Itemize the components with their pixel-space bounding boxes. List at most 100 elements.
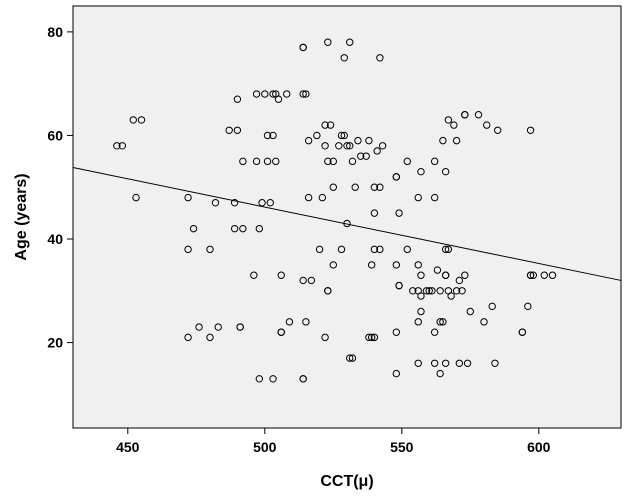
data-point (441, 359, 450, 367)
data-point (335, 142, 343, 150)
data-point (299, 43, 307, 52)
data-point (365, 136, 373, 145)
data-point (403, 245, 411, 254)
data-point (277, 271, 285, 279)
data-point (299, 375, 307, 383)
data-point (206, 333, 214, 342)
data-point (329, 183, 337, 191)
data-point (326, 121, 335, 129)
data-point (370, 209, 379, 217)
data-point (184, 245, 192, 254)
data-point (395, 281, 403, 290)
data-point (447, 292, 455, 300)
data-point (392, 328, 401, 336)
data-point (444, 245, 453, 254)
data-point (225, 126, 233, 134)
data-point (233, 126, 242, 134)
data-point (466, 307, 474, 316)
fit-line-layer (72, 167, 622, 281)
data-point (436, 369, 444, 378)
data-point (239, 224, 247, 233)
data-point (430, 328, 439, 336)
data-point (195, 323, 203, 331)
data-point (261, 90, 269, 98)
axes: 450 500 550 600 20 40 60 80 (47, 24, 550, 455)
plot-area (72, 5, 622, 429)
data-point (439, 136, 447, 145)
data-point (302, 90, 310, 98)
data-point (461, 271, 469, 279)
data-point (414, 261, 422, 269)
data-point (455, 276, 464, 285)
data-point (318, 193, 327, 202)
data-point (494, 126, 502, 134)
data-point (458, 287, 466, 295)
data-point (526, 271, 535, 279)
data-point (214, 323, 222, 331)
data-point (321, 333, 329, 342)
data-point (444, 116, 453, 124)
data-point (315, 245, 324, 254)
data-point (230, 224, 239, 233)
y-tick-label: 40 (47, 231, 63, 247)
data-point (417, 292, 425, 300)
data-point (343, 219, 351, 228)
data-point (370, 183, 379, 191)
data-point (417, 167, 425, 176)
data-point (417, 307, 425, 316)
data-point (189, 224, 198, 233)
data-point (491, 359, 499, 367)
data-point (255, 375, 264, 383)
data-point (113, 142, 121, 150)
data-point (529, 271, 538, 279)
data-point (351, 183, 359, 191)
data-point (206, 245, 214, 254)
data-point (548, 271, 557, 279)
data-point (436, 318, 444, 326)
data-point (370, 333, 379, 342)
data-point (252, 157, 261, 166)
data-point (376, 183, 384, 191)
fit-line (72, 167, 622, 281)
data-point (236, 323, 244, 331)
data-point (340, 54, 348, 62)
x-tick-label: 500 (253, 439, 277, 455)
data-point (337, 245, 346, 254)
data-point (266, 199, 274, 207)
data-point (321, 121, 329, 129)
data-point (452, 287, 461, 295)
data-point (441, 167, 450, 176)
data-point (540, 271, 548, 279)
data-point (346, 38, 354, 46)
data-point (430, 157, 439, 166)
data-point (269, 131, 277, 140)
data-point (307, 276, 316, 285)
data-point (285, 318, 294, 326)
x-tick-label: 550 (390, 439, 414, 455)
data-point (348, 157, 357, 166)
data-point (184, 333, 192, 342)
data-point (354, 136, 362, 145)
data-point (441, 271, 450, 279)
data-point (272, 157, 280, 166)
data-point (118, 142, 127, 150)
data-point (272, 90, 280, 98)
data-point (357, 152, 365, 160)
data-point (230, 199, 239, 207)
data-point (258, 199, 266, 207)
x-tick-label: 600 (527, 439, 551, 455)
data-point (263, 157, 272, 166)
data-point (302, 318, 310, 326)
data-point (211, 199, 220, 207)
y-tick-label: 20 (47, 335, 63, 351)
data-point (362, 152, 370, 160)
data-point (376, 245, 384, 254)
data-point (414, 359, 422, 367)
data-point (346, 354, 354, 362)
data-point (324, 38, 332, 46)
data-point (283, 90, 291, 98)
data-point (299, 90, 307, 98)
data-point (269, 90, 277, 98)
data-point (233, 95, 242, 103)
